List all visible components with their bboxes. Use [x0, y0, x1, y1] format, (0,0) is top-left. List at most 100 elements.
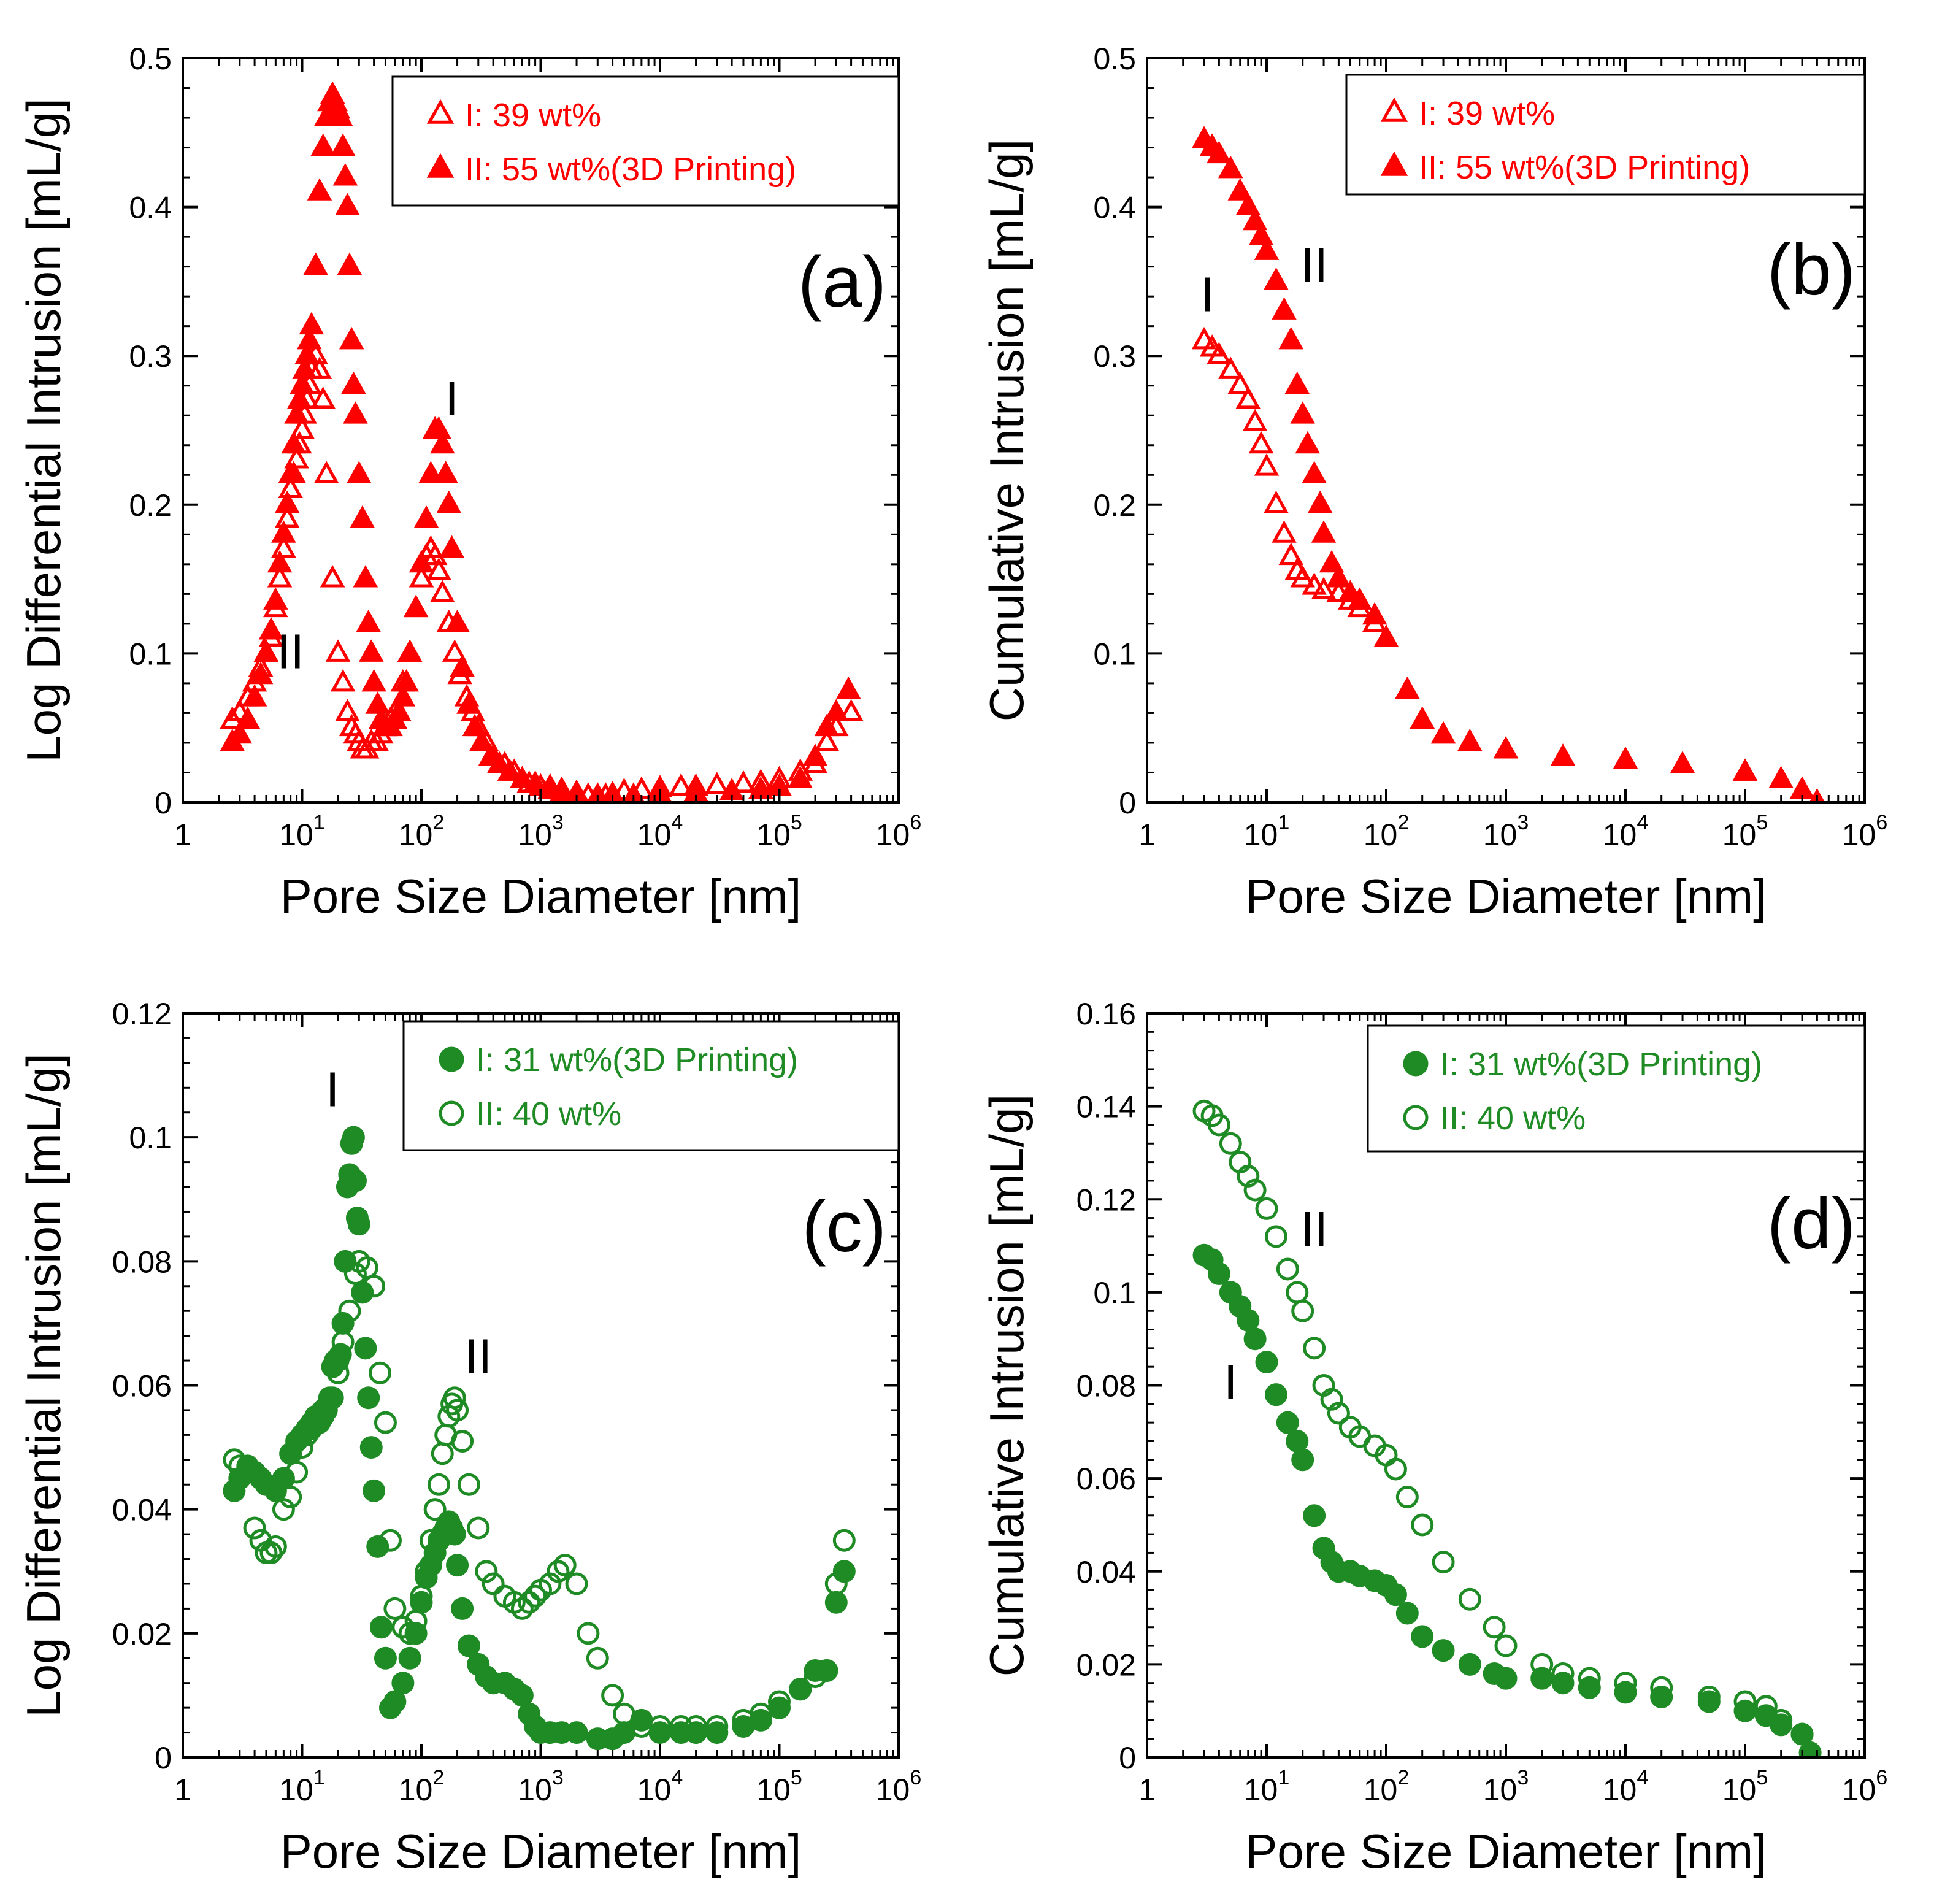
x-tick-label: 106	[1842, 1766, 1888, 1807]
data-point	[431, 1442, 454, 1465]
data-point	[1347, 587, 1372, 610]
data-point	[832, 1529, 856, 1552]
data-point	[286, 386, 312, 409]
data-point	[1284, 371, 1310, 394]
data-point	[403, 594, 429, 618]
data-point	[1432, 1551, 1455, 1574]
y-tick-label: 0.08	[1076, 1369, 1136, 1403]
data-point	[330, 133, 356, 156]
x-tick-label: 1	[174, 1773, 191, 1807]
data-point	[577, 1622, 600, 1645]
panel-label: (d)	[1767, 1183, 1855, 1264]
data-point	[279, 1485, 302, 1508]
data-point	[430, 580, 455, 602]
x-tick-label: 103	[1483, 811, 1529, 852]
data-point	[1302, 572, 1327, 595]
data-point	[547, 1560, 570, 1583]
series-i	[223, 1126, 856, 1751]
data-point	[326, 1361, 350, 1384]
data-point	[1218, 155, 1243, 178]
x-tick-exponent: 6	[1876, 811, 1887, 834]
data-point	[1242, 207, 1268, 231]
data-point	[1578, 1667, 1601, 1690]
data-point	[331, 1330, 355, 1354]
data-point	[1373, 624, 1399, 647]
curve-label: I	[445, 371, 459, 426]
data-point	[426, 557, 451, 580]
data-point	[278, 475, 303, 498]
data-point	[789, 1678, 812, 1701]
y-tick-label: 0.12	[1076, 1183, 1136, 1217]
x-tick-exponent: 6	[910, 811, 921, 834]
data-point	[622, 782, 645, 802]
data-point	[523, 770, 548, 793]
data-point	[1395, 677, 1420, 699]
data-point	[1311, 577, 1337, 599]
data-point	[1494, 1634, 1518, 1657]
data-point	[390, 684, 416, 707]
x-tick-exponent: 6	[910, 1766, 921, 1789]
y-tick-label: 0.3	[129, 339, 172, 374]
data-point	[439, 535, 464, 558]
x-tick-exponent: 3	[552, 811, 564, 834]
data-point	[1272, 297, 1297, 320]
y-tick-label: 0.06	[112, 1369, 172, 1403]
data-point	[338, 1299, 361, 1322]
y-tick-label: 0	[1119, 786, 1136, 820]
x-tick-label: 104	[1603, 1766, 1649, 1807]
y-tick-label: 0.06	[1076, 1462, 1136, 1496]
data-point	[361, 669, 386, 692]
data-point	[321, 1386, 344, 1410]
x-tick-label: 106	[876, 1766, 922, 1807]
legend: I: 31 wt%(3D Printing) II: 40 wt%	[1367, 1024, 1866, 1153]
legend-marker	[1403, 1105, 1429, 1130]
data-point	[264, 1535, 287, 1558]
panel-label: (b)	[1767, 229, 1855, 310]
data-point	[814, 713, 840, 737]
data-point	[1494, 1667, 1518, 1690]
y-axis-title: Log Differential Intrusion [mL/g]	[17, 1053, 71, 1717]
data-point	[446, 1399, 469, 1422]
data-point	[1384, 1457, 1407, 1481]
y-tick-label: 0.04	[1076, 1555, 1136, 1589]
data-point	[1235, 193, 1261, 216]
x-tick-label: 106	[876, 811, 922, 852]
series-ii	[1192, 1099, 1814, 1746]
x-tick-label: 102	[1364, 811, 1410, 852]
x-tick-exponent: 4	[671, 811, 683, 834]
data-point	[824, 699, 849, 721]
data-point	[450, 654, 475, 677]
data-point	[281, 431, 307, 454]
data-point	[310, 386, 336, 409]
x-tick-label: 1	[1138, 818, 1156, 852]
series-i	[1192, 1243, 1822, 1757]
data-point	[285, 1461, 309, 1484]
data-point	[1303, 1337, 1326, 1360]
x-axis-title: Pore Size Diameter [nm]	[280, 1824, 802, 1878]
legend-marker	[1380, 151, 1408, 176]
data-point	[343, 1262, 367, 1286]
data-point	[351, 1281, 374, 1304]
data-point	[1278, 326, 1304, 350]
data-point	[457, 1634, 480, 1657]
panel-b: 1 101 102 103 104 105 10600.10.20.30.40.5Pore …	[980, 42, 1887, 923]
data-point	[838, 699, 864, 721]
data-point	[1732, 758, 1758, 781]
data-point	[1530, 1653, 1554, 1676]
data-point	[365, 691, 390, 714]
data-point	[366, 1535, 389, 1558]
data-point	[1550, 743, 1576, 766]
legend-box	[391, 75, 900, 207]
data-point	[433, 461, 458, 483]
data-point	[1278, 542, 1304, 566]
panel-d: 1 101 102 103 104 105 10600.020.040.060.080.10…	[980, 997, 1887, 1878]
data-point	[1218, 356, 1243, 379]
x-tick-exponent: 5	[1756, 811, 1768, 834]
data-point	[1302, 461, 1327, 483]
data-point	[1237, 1164, 1260, 1188]
y-tick-label: 0	[1119, 1741, 1136, 1775]
data-point	[328, 104, 353, 126]
data-point	[415, 1560, 438, 1583]
x-tick-label: 101	[1244, 811, 1290, 852]
